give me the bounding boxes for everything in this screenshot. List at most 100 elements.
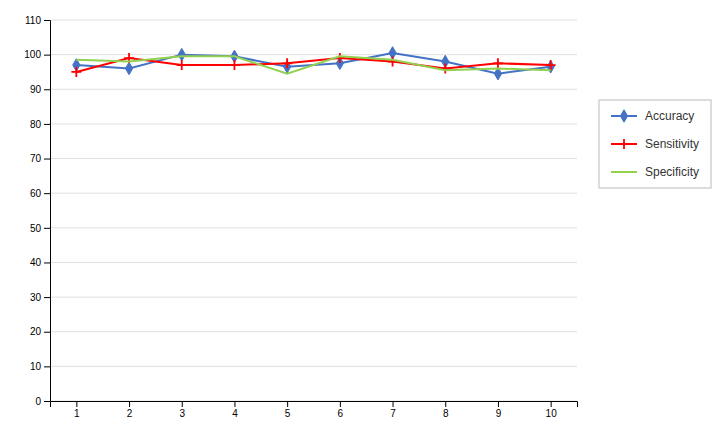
legend-item: Sensitivity (611, 137, 699, 151)
y-tick: 70 (30, 153, 50, 164)
y-tick-label: 100 (24, 49, 41, 60)
x-tick-mark (393, 401, 394, 407)
grid-line (50, 123, 577, 124)
x-tick-label: 10 (546, 408, 558, 419)
x-tick-mark (76, 401, 77, 407)
y-tick-mark (44, 401, 50, 402)
grid-line (50, 227, 577, 228)
legend-label: Specificity (645, 165, 699, 179)
x-tick-mark (498, 401, 499, 407)
marker (177, 60, 187, 70)
y-tick: 10 (30, 361, 50, 372)
legend-frame (599, 100, 711, 188)
marker (440, 63, 450, 73)
y-tick: 50 (30, 223, 50, 234)
x-tick-label: 8 (443, 408, 449, 419)
y-tick-mark (44, 228, 50, 229)
x-tick-mark (182, 401, 183, 407)
x-tick-mark (551, 401, 552, 407)
y-tick: 0 (35, 396, 50, 407)
x-axis: 1 2 3 4 5 6 7 8 9 10 (51, 401, 578, 419)
x-tick-label: 5 (285, 408, 291, 419)
y-tick-label: 70 (30, 153, 42, 164)
marker (546, 60, 556, 70)
y-tick-label: 60 (30, 188, 42, 199)
grid-line (50, 331, 577, 332)
y-axis: 0 10 20 30 40 50 60 70 80 90 100 110 (24, 15, 50, 407)
y-tick-label: 110 (25, 15, 41, 26)
series-line (76, 53, 550, 74)
grid-line (50, 366, 577, 367)
x-axis-line (51, 402, 578, 408)
legend-label: Accuracy (645, 109, 694, 123)
plot-area (71, 47, 555, 80)
chart-container: 123456789100102030405060708090100110Accu… (0, 0, 727, 436)
legend-label: Sensitivity (645, 137, 699, 151)
legend-item: Accuracy (611, 109, 694, 123)
grid (50, 20, 577, 401)
marker (282, 58, 292, 68)
legend-marker (620, 110, 627, 122)
x-tick-mark (340, 401, 341, 407)
y-tick: 20 (30, 326, 50, 337)
markers (73, 47, 555, 80)
grid-line (50, 193, 577, 194)
y-tick: 90 (30, 84, 50, 95)
x-tick: 8 (443, 401, 449, 419)
y-tick-mark (44, 124, 50, 125)
markers (71, 53, 555, 77)
x-tick-label: 2 (127, 408, 133, 419)
y-tick-mark (44, 262, 50, 263)
y-tick-mark (44, 89, 50, 90)
y-tick: 100 (24, 49, 50, 60)
y-tick-label: 50 (30, 223, 42, 234)
x-tick: 4 (232, 401, 238, 419)
y-axis-line (44, 21, 51, 402)
x-tick: 3 (179, 401, 185, 419)
y-tick-label: 0 (35, 396, 41, 407)
grid-line (50, 158, 577, 159)
y-tick-label: 10 (30, 361, 42, 372)
grid-line (50, 89, 577, 90)
series-line (76, 56, 550, 73)
marker (388, 57, 398, 67)
y-tick-mark (44, 366, 50, 367)
y-tick-mark (44, 332, 50, 333)
y-tick-label: 30 (30, 292, 42, 303)
legend-swatch (611, 171, 637, 173)
legend-item: Specificity (611, 165, 699, 179)
grid-line (50, 297, 577, 298)
x-tick-label: 6 (338, 408, 344, 419)
marker (125, 62, 132, 74)
y-tick-label: 90 (30, 84, 42, 95)
x-tick-label: 9 (496, 408, 502, 419)
x-tick: 6 (338, 401, 344, 419)
marker (229, 60, 239, 70)
x-tick: 2 (127, 401, 133, 419)
x-tick-mark (234, 401, 235, 407)
x-tick: 1 (74, 401, 80, 419)
y-tick: 110 (25, 15, 50, 26)
x-tick-mark (287, 401, 288, 407)
y-tick-mark (44, 193, 50, 194)
legend: Accuracy Sensitivity Specificity (599, 100, 711, 188)
x-tick-mark (445, 401, 446, 407)
legend-marker (619, 139, 629, 149)
y-tick-mark (44, 55, 50, 56)
y-tick: 80 (30, 119, 50, 130)
y-tick-label: 40 (30, 257, 42, 268)
x-tick: 5 (285, 401, 291, 419)
chart-svg: 123456789100102030405060708090100110Accu… (0, 0, 727, 436)
x-tick-label: 4 (232, 408, 238, 419)
y-tick: 30 (30, 292, 50, 303)
y-tick: 40 (30, 257, 50, 268)
marker (71, 67, 81, 77)
y-tick-mark (44, 297, 50, 298)
x-tick: 10 (546, 401, 558, 419)
x-tick-label: 1 (74, 408, 80, 419)
marker (493, 58, 503, 68)
y-tick-mark (44, 20, 50, 21)
y-tick-label: 20 (30, 326, 42, 337)
x-tick-mark (129, 401, 130, 407)
x-tick: 7 (390, 401, 396, 419)
